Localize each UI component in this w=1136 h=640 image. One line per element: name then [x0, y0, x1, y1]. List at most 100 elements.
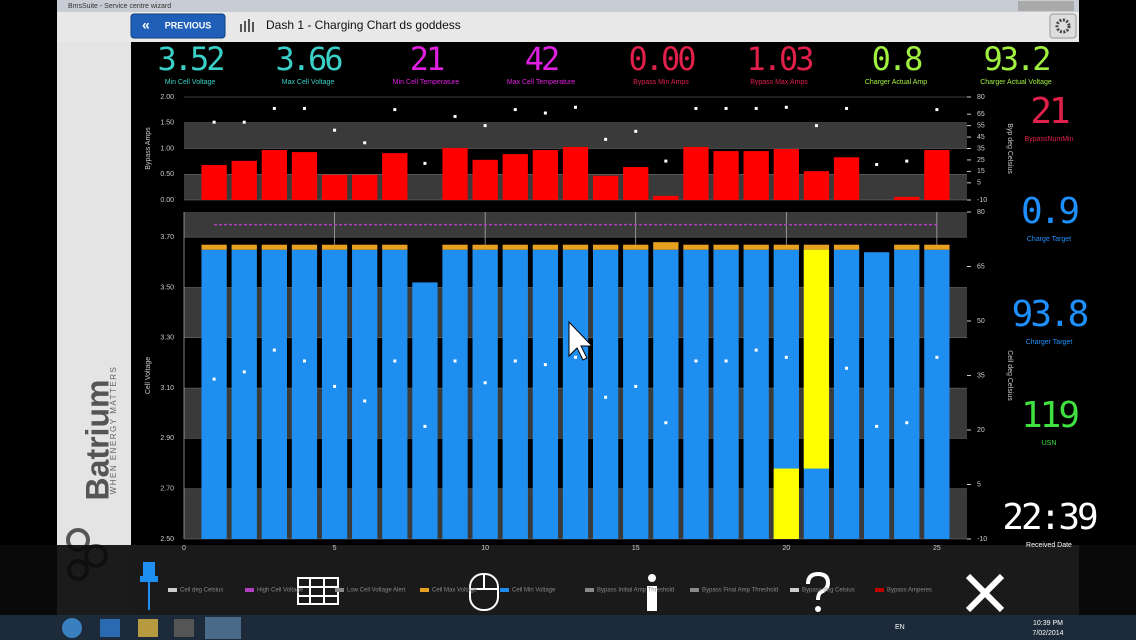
window-controls[interactable]: [1018, 1, 1074, 11]
help-icon[interactable]: [806, 571, 831, 601]
bar: [412, 282, 438, 539]
settings-button[interactable]: [1049, 13, 1077, 39]
brand-panel: [57, 42, 131, 615]
bar: [713, 249, 739, 539]
legend-swatch: [585, 588, 594, 592]
brand-tagline: WHEN ENERGY MATTERS: [109, 366, 118, 495]
bar: [894, 196, 920, 200]
legend-label: High Cell Voltage: [257, 588, 304, 594]
bar: [472, 249, 498, 539]
dot: [875, 163, 879, 167]
taskbar-app[interactable]: [138, 619, 158, 637]
bar: [201, 164, 227, 200]
x-tick-label: 10: [481, 545, 489, 552]
bar-cap: [201, 244, 227, 250]
dot: [453, 359, 457, 363]
bar-cap: [352, 244, 378, 250]
dot: [333, 384, 337, 388]
mouse-cursor: [568, 320, 594, 361]
bar: [924, 150, 950, 200]
previous-button[interactable]: [130, 13, 226, 39]
metric-value: 21: [410, 40, 444, 78]
legend-swatch: [875, 588, 884, 592]
metric-label: Min Cell Voltage: [165, 79, 216, 86]
legend-label: Bypass Final Amp Threshold: [702, 588, 778, 594]
start-button[interactable]: [62, 618, 82, 638]
dot: [634, 129, 638, 133]
mouse-icon[interactable]: [469, 573, 499, 611]
y-tick-label: 3.10: [160, 385, 174, 392]
metric-value: 3.66: [275, 40, 342, 78]
dot: [272, 106, 276, 110]
legend-label: Low Cell Voltage Alert: [347, 588, 406, 594]
gear-icon: [1055, 18, 1071, 34]
previous-label: PREVIOUS: [165, 20, 212, 30]
bar-cap: [321, 244, 348, 250]
bar: [261, 150, 287, 200]
side-metric-value: 0.9: [1021, 191, 1078, 232]
y2-axis-label: Cell deg Celsius: [1006, 350, 1013, 401]
bar: [653, 195, 679, 200]
y2-tick-label: 65: [977, 111, 985, 118]
x-tick-label: 20: [782, 545, 790, 552]
x-tick-label: 0: [182, 545, 186, 552]
pin-icon[interactable]: [140, 562, 158, 610]
bar: [592, 175, 619, 200]
brand-name: Batrium: [79, 380, 115, 501]
bar: [382, 153, 408, 200]
legend-swatch: [790, 588, 799, 592]
bar-cap: [261, 244, 287, 250]
chart-icon: [240, 19, 254, 32]
bar-cap: [773, 244, 799, 250]
header-bar: [57, 12, 1079, 42]
bar: [833, 157, 860, 200]
x-tick-label: 5: [333, 545, 337, 552]
metric-label: Max Cell Temperature: [507, 79, 575, 86]
info-icon[interactable]: [647, 574, 657, 611]
y-tick-label: 1.00: [160, 145, 174, 152]
bar: [291, 249, 318, 539]
highlight-bar: [773, 468, 799, 539]
y2-tick-label: 25: [977, 157, 985, 164]
bar: [743, 151, 769, 200]
y-tick-label: 1.50: [160, 120, 174, 127]
side-metric-label: Charge Target: [1027, 236, 1071, 243]
legend-swatch: [420, 588, 429, 592]
metric-value: 0.8: [872, 40, 923, 78]
y2-tick-label: 50: [977, 318, 985, 325]
bar-cap: [653, 242, 679, 250]
bar: [382, 249, 408, 539]
bar: [894, 249, 920, 539]
y-tick-label: 2.00: [160, 94, 174, 101]
dot: [333, 128, 337, 132]
dot: [574, 105, 577, 109]
bar-cap: [502, 244, 528, 250]
dot: [513, 108, 517, 112]
bar: [532, 249, 559, 539]
bar: [201, 249, 227, 539]
bar-cap: [713, 244, 739, 250]
metric-label: Charger Actual Voltage: [980, 79, 1052, 86]
help-dot: [815, 606, 821, 612]
bar: [502, 154, 528, 200]
y-tick-label: 2.50: [160, 536, 174, 543]
bar: [924, 249, 950, 539]
y2-tick-label: 45: [977, 134, 985, 141]
legend-label: Bypass Amperes: [887, 588, 932, 594]
y2-tick-label: 5: [977, 180, 981, 187]
metric-value: 0.00: [628, 40, 695, 78]
bar-cap: [231, 244, 257, 250]
bar-cap: [894, 244, 920, 250]
bar: [562, 146, 589, 200]
taskbar-app[interactable]: [174, 619, 194, 637]
dot: [724, 106, 728, 110]
bar: [592, 249, 619, 539]
taskbar-app[interactable]: [100, 619, 120, 637]
dot: [453, 114, 457, 118]
close-icon[interactable]: [965, 573, 1005, 613]
taskbar-app-active[interactable]: [205, 617, 241, 639]
back-arrow: «: [142, 17, 150, 33]
bar-cap: [743, 244, 769, 250]
legend-label: Bypass deg Celsius: [802, 588, 855, 594]
